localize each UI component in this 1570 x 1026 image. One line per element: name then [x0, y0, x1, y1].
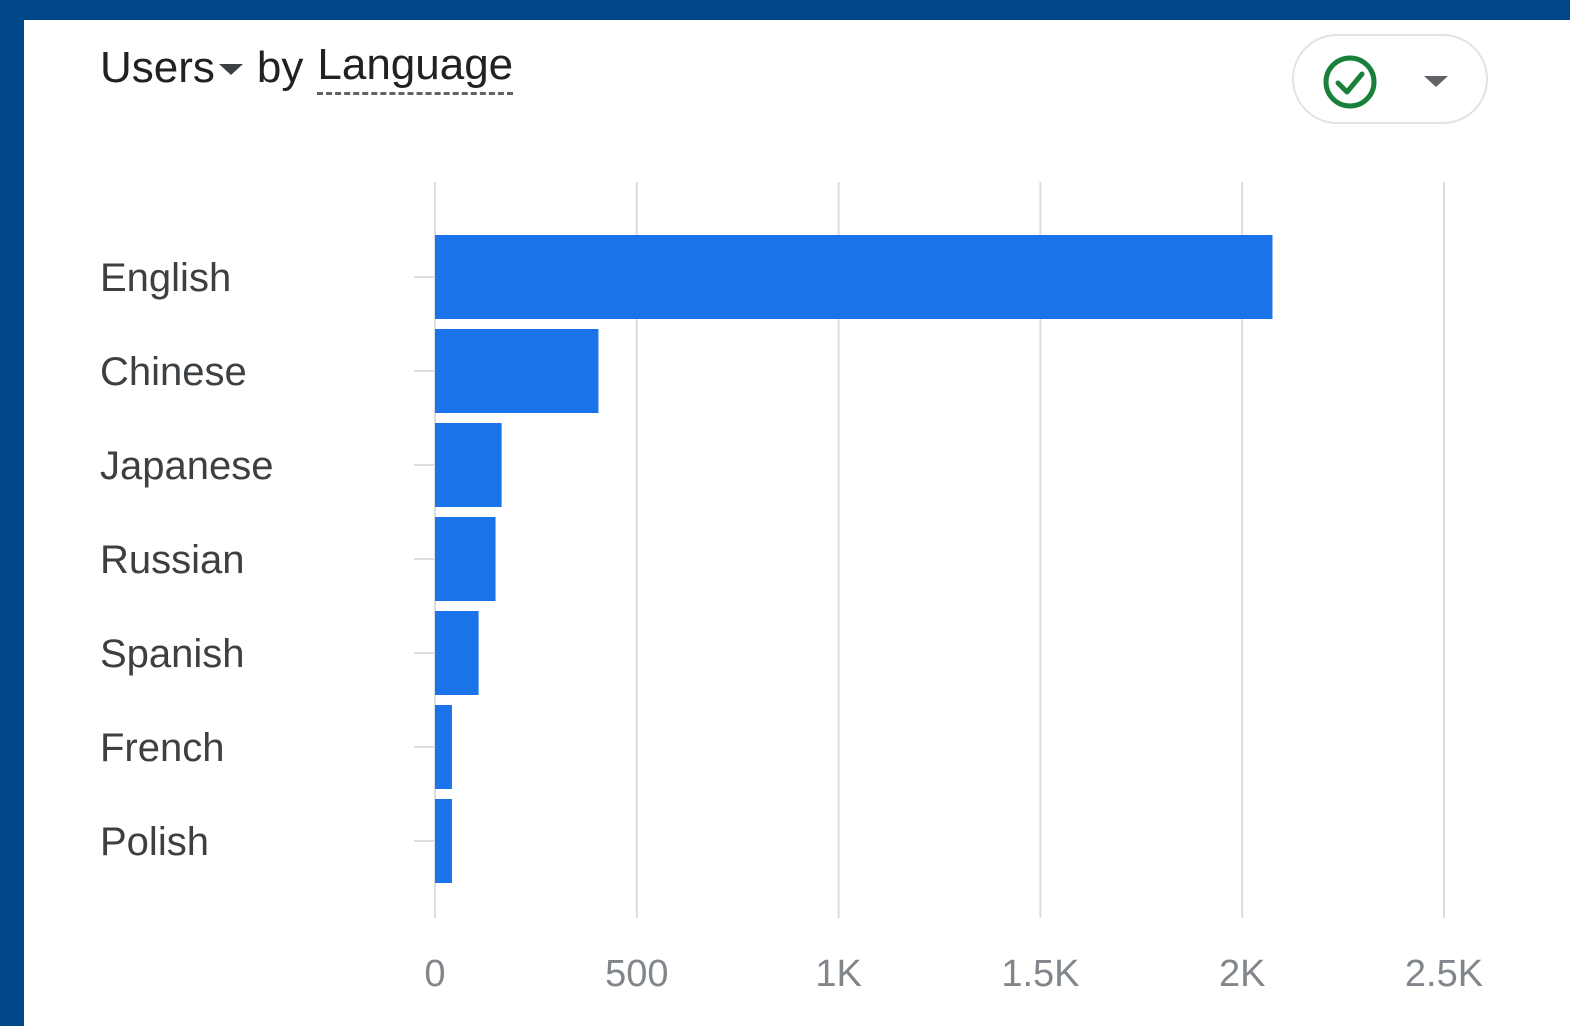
x-tick-label: 1K — [815, 953, 861, 995]
chart-title: Users by Language — [100, 40, 514, 95]
chevron-down-icon — [1424, 76, 1448, 87]
x-tick-label: 500 — [605, 953, 668, 995]
bar-chart: 0 500 1K 1.5K 2K 2.5K English Chinese Japanese Ru… — [100, 182, 1483, 995]
category-label: Chinese — [100, 350, 247, 394]
category-label: Spanish — [100, 632, 245, 676]
chart-card: Users by Language 0 500 1K 1.5K 2K 2.5K Englis… — [24, 20, 1570, 1026]
dimension-selector[interactable]: Language — [317, 40, 514, 95]
category-label: French — [100, 726, 225, 770]
x-tick-label: 1.5K — [1001, 953, 1079, 995]
bar — [435, 329, 599, 413]
category-label: Japanese — [100, 444, 273, 488]
x-tick-label: 0 — [424, 953, 445, 995]
caret-down-icon — [218, 64, 243, 75]
metric-label: Users — [100, 42, 215, 92]
category-label: English — [100, 256, 231, 300]
x-tick-label: 2.5K — [1405, 953, 1483, 995]
bar — [435, 705, 452, 789]
bar — [435, 611, 479, 695]
metric-dropdown[interactable]: Users — [100, 43, 257, 93]
status-dropdown-button[interactable] — [1292, 34, 1488, 124]
x-tick-label: 2K — [1219, 953, 1265, 995]
title-connector: by — [256, 42, 304, 92]
category-label: Russian — [100, 538, 245, 582]
bar — [435, 423, 502, 507]
bar — [435, 517, 496, 601]
bar — [435, 799, 452, 883]
bar — [435, 235, 1273, 319]
category-label: Polish — [100, 820, 209, 864]
check-circle-icon — [1323, 55, 1377, 109]
